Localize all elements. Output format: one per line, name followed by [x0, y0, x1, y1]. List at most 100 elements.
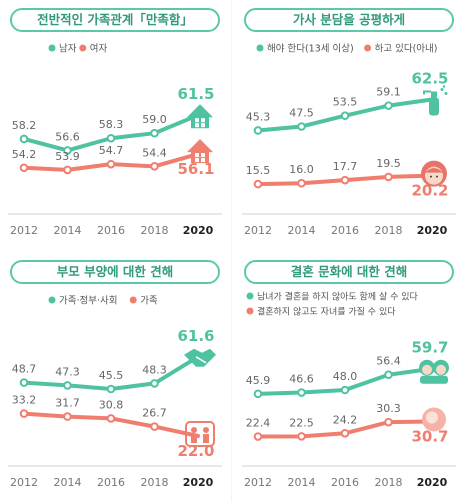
data-label: 17.7: [333, 160, 358, 173]
data-label: 56.6: [55, 130, 80, 143]
x-tick-label: 2020: [417, 476, 448, 489]
chart-family-satisfaction: 남자 여자 2012 2014 2016 2018 2020 58.2 56.6 58.3 59.0…: [8, 43, 222, 237]
data-label: 59.1: [376, 86, 401, 99]
data-label: 20.2: [411, 182, 448, 200]
data-label: 45.5: [99, 369, 124, 382]
panel-title: 부모 부양에 대한 견해: [10, 260, 220, 284]
data-label: 22.0: [177, 442, 214, 460]
data-label: 30.3: [376, 402, 401, 415]
data-point: [384, 172, 393, 182]
data-label: 54.4: [142, 146, 167, 159]
legend-label: 해야 한다(13세 이상): [267, 43, 354, 55]
data-label: 58.3: [99, 118, 124, 131]
panel-title: 결혼 문화에 대한 견해: [244, 260, 454, 284]
data-point: [19, 134, 29, 144]
baby-icon: [422, 407, 446, 432]
data-label: 26.7: [142, 407, 167, 420]
x-tick-label: 2018: [375, 476, 403, 489]
x-tick-label: 2020: [183, 224, 214, 237]
legend-marker: [79, 44, 87, 52]
data-label: 22.5: [289, 416, 314, 429]
data-label: 48.7: [12, 363, 37, 376]
legend-label: 남녀가 결혼을 하지 않아도 함께 살 수 있다: [257, 291, 419, 303]
legend-label: 결혼하지 않고도 자녀를 가질 수 있다: [257, 306, 396, 318]
x-tick-label: 2018: [141, 224, 169, 237]
x-tick-label: 2016: [331, 224, 359, 237]
data-point: [150, 379, 159, 388]
data-label: 15.5: [246, 164, 271, 177]
x-tick-label: 2014: [54, 476, 82, 489]
x-tick-label: 2012: [244, 224, 272, 237]
handshake-icon: [184, 348, 216, 367]
data-label: 53.9: [55, 150, 80, 163]
x-tick-label: 2012: [10, 224, 38, 237]
data-label: 45.9: [246, 374, 271, 387]
data-point: [106, 133, 116, 143]
data-point: [150, 128, 159, 138]
x-tick-label: 2012: [244, 476, 272, 489]
panel-parent-support: 부모 부양에 대한 견해 가족·정부·사회 가족 2012 2014 2016 2018 2…: [2, 254, 228, 500]
spray-icon: [423, 85, 448, 116]
data-point: [253, 126, 263, 135]
data-label: 56.4: [376, 355, 401, 368]
data-point: [384, 417, 393, 427]
data-point: [340, 111, 350, 120]
data-label: 45.3: [246, 110, 271, 123]
data-label: 54.2: [12, 148, 37, 161]
x-tick-label: 2016: [97, 224, 125, 237]
panel-divider: [231, 0, 232, 502]
data-label: 61.5: [177, 85, 214, 103]
x-tick-label: 2016: [97, 476, 125, 489]
data-point: [63, 412, 72, 421]
data-label: 22.4: [246, 417, 271, 430]
chart-parent-support: 가족·정부·사회 가족 2012 2014 2016 2018 2020 48.7 47.3 45…: [8, 296, 222, 489]
legend-marker: [246, 292, 254, 300]
data-label: 59.7: [411, 339, 448, 357]
data-label: 54.7: [99, 144, 124, 157]
data-point: [63, 165, 72, 175]
data-point: [106, 384, 116, 394]
house-icon: [187, 139, 213, 164]
panel-family-satisfaction: 전반적인 가족관계「만족함」 남자 여자 2012 2014 2016 2018 2020 5…: [2, 2, 228, 248]
legend-marker: [129, 296, 137, 304]
x-tick-label: 2018: [375, 224, 403, 237]
legend-marker: [256, 44, 264, 52]
data-label: 53.5: [333, 96, 358, 109]
data-point: [63, 146, 72, 155]
data-point: [297, 178, 306, 188]
data-label: 61.6: [177, 327, 214, 345]
data-point: [297, 122, 306, 131]
data-point: [253, 179, 263, 189]
legend-marker: [246, 307, 254, 315]
data-point: [150, 162, 159, 171]
data-point: [340, 385, 350, 395]
data-point: [106, 414, 116, 423]
data-label: 19.5: [376, 157, 401, 170]
data-label: 30.7: [411, 427, 448, 445]
legend-marker: [48, 296, 56, 304]
panel-title: 가사 분담을 공평하게: [244, 8, 454, 32]
x-tick-label: 2012: [10, 476, 38, 489]
couple-icon: [419, 359, 449, 384]
data-point: [253, 389, 263, 399]
x-tick-label: 2014: [54, 224, 82, 237]
data-label: 62.5: [411, 70, 448, 88]
data-label: 56.1: [177, 160, 214, 178]
woman-icon: [421, 160, 447, 187]
data-label: 46.6: [289, 373, 314, 386]
data-point: [19, 163, 29, 173]
data-label: 48.3: [142, 363, 167, 376]
data-point: [106, 159, 116, 169]
legend-label: 하고 있다(아내): [375, 43, 438, 55]
data-point: [63, 381, 72, 390]
data-point: [150, 422, 159, 431]
data-label: 33.2: [12, 394, 37, 407]
legend-label: 여자: [90, 43, 108, 55]
data-label: 59.0: [142, 113, 167, 126]
x-tick-label: 2018: [141, 476, 169, 489]
legend-label: 가족: [140, 296, 158, 307]
data-label: 58.2: [12, 119, 37, 132]
x-tick-label: 2016: [331, 476, 359, 489]
